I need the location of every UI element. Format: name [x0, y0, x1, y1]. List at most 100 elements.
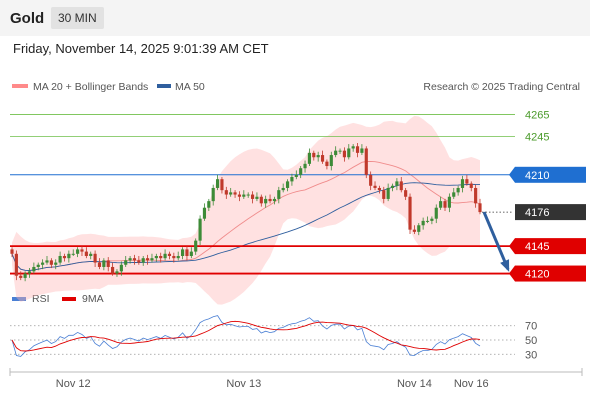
- candle: [41, 262, 45, 265]
- forecast-arrow-head: [500, 259, 510, 272]
- candle: [172, 255, 176, 259]
- candle: [106, 260, 110, 267]
- candle: [452, 192, 456, 197]
- pivot-tag-point-4210: [509, 166, 515, 183]
- price-panel: 4265 4245 4210 4176 4145 4120: [10, 109, 586, 305]
- candle: [307, 152, 311, 164]
- support-tag-point-4145: [509, 238, 515, 255]
- candle: [390, 185, 395, 188]
- rsi-tick-50: 50: [525, 335, 537, 347]
- candle: [89, 253, 93, 256]
- candle: [176, 255, 180, 259]
- candle: [285, 181, 290, 188]
- pivot-label-4210: 4210: [525, 170, 549, 182]
- resistance-label-4245: 4245: [525, 131, 549, 143]
- time-axis: Nov 12 Nov 13 Nov 14 Nov 16: [9, 368, 583, 390]
- candle: [399, 181, 403, 191]
- candle: [351, 146, 355, 149]
- candle: [320, 155, 325, 162]
- candle: [465, 179, 469, 184]
- candle: [264, 198, 268, 204]
- candle: [272, 198, 277, 202]
- asset-name: Gold: [10, 10, 45, 27]
- candle: [93, 253, 97, 263]
- candle: [325, 161, 329, 167]
- candle: [154, 255, 158, 259]
- candle: [27, 271, 32, 274]
- title-bar: Gold 30 MIN: [0, 0, 590, 36]
- x-tick-label: Nov 14: [397, 378, 432, 390]
- bollinger-band: [12, 115, 480, 305]
- candle: [181, 249, 185, 256]
- candle: [360, 148, 364, 153]
- candle: [36, 264, 40, 267]
- candle: [474, 187, 478, 204]
- candle: [334, 150, 338, 156]
- candle: [84, 251, 88, 256]
- candle: [163, 253, 167, 259]
- candle: [194, 240, 198, 252]
- candle: [439, 201, 443, 208]
- support-tag-point-4120: [509, 265, 515, 282]
- candle: [189, 251, 193, 256]
- support-label-4145: 4145: [525, 241, 549, 253]
- legend-bollinger-swatch: [12, 84, 28, 88]
- resistance-label-4265: 4265: [525, 109, 549, 121]
- candle: [45, 260, 49, 263]
- candle: [369, 174, 373, 186]
- candle: [443, 201, 447, 208]
- candle: [220, 179, 224, 191]
- support-tag-4120: [515, 265, 586, 282]
- legend-ma50-swatch: [157, 84, 171, 88]
- x-tick-label: Nov 13: [226, 378, 261, 390]
- candle: [255, 196, 259, 199]
- candle: [10, 249, 14, 254]
- candle: [58, 255, 62, 263]
- candle: [32, 266, 36, 272]
- candle: [202, 207, 207, 219]
- legend-bollinger: MA 20 + Bollinger Bands: [33, 81, 148, 93]
- credit-text: Research © 2025 Trading Central: [423, 81, 580, 93]
- candle: [102, 260, 106, 267]
- rsi-panel: 70 50 30: [10, 315, 537, 361]
- candle: [49, 260, 53, 265]
- candle: [364, 148, 368, 175]
- candle: [76, 249, 80, 254]
- legend-rsi: RSI: [32, 293, 50, 305]
- candle: [386, 187, 390, 199]
- legend-ma50: MA 50: [175, 81, 205, 93]
- timeframe-button[interactable]: 30 MIN: [51, 7, 104, 29]
- candle: [469, 183, 473, 188]
- candle: [250, 194, 255, 199]
- candle: [233, 192, 237, 195]
- candle: [237, 194, 242, 197]
- candle: [277, 190, 281, 199]
- candle: [246, 194, 250, 196]
- candle: [115, 271, 119, 274]
- x-tick-label: Nov 16: [454, 378, 489, 390]
- candle: [456, 187, 460, 193]
- candle: [207, 201, 211, 208]
- candle: [137, 260, 141, 263]
- candle: [404, 190, 408, 197]
- pivot-tag-4210: [515, 166, 586, 183]
- legend-rsi-ma: 9MA: [82, 293, 104, 305]
- support-tag-4145: [515, 238, 586, 255]
- candle: [128, 258, 132, 261]
- candle: [382, 190, 386, 199]
- candle: [395, 181, 399, 186]
- legend-rsi-ma-swatch: [62, 297, 76, 301]
- candle: [62, 255, 67, 259]
- rsi-line: [11, 315, 481, 357]
- candle: [478, 203, 482, 213]
- candle: [111, 266, 115, 274]
- candle: [417, 225, 421, 232]
- chart-timestamp: Friday, November 14, 2025 9:01:39 AM CET: [13, 41, 269, 56]
- candle: [19, 275, 23, 278]
- legend-rsi-swatch: [12, 297, 26, 301]
- candle: [430, 218, 434, 221]
- candle: [347, 148, 351, 158]
- candle: [373, 185, 377, 188]
- candle: [412, 229, 416, 232]
